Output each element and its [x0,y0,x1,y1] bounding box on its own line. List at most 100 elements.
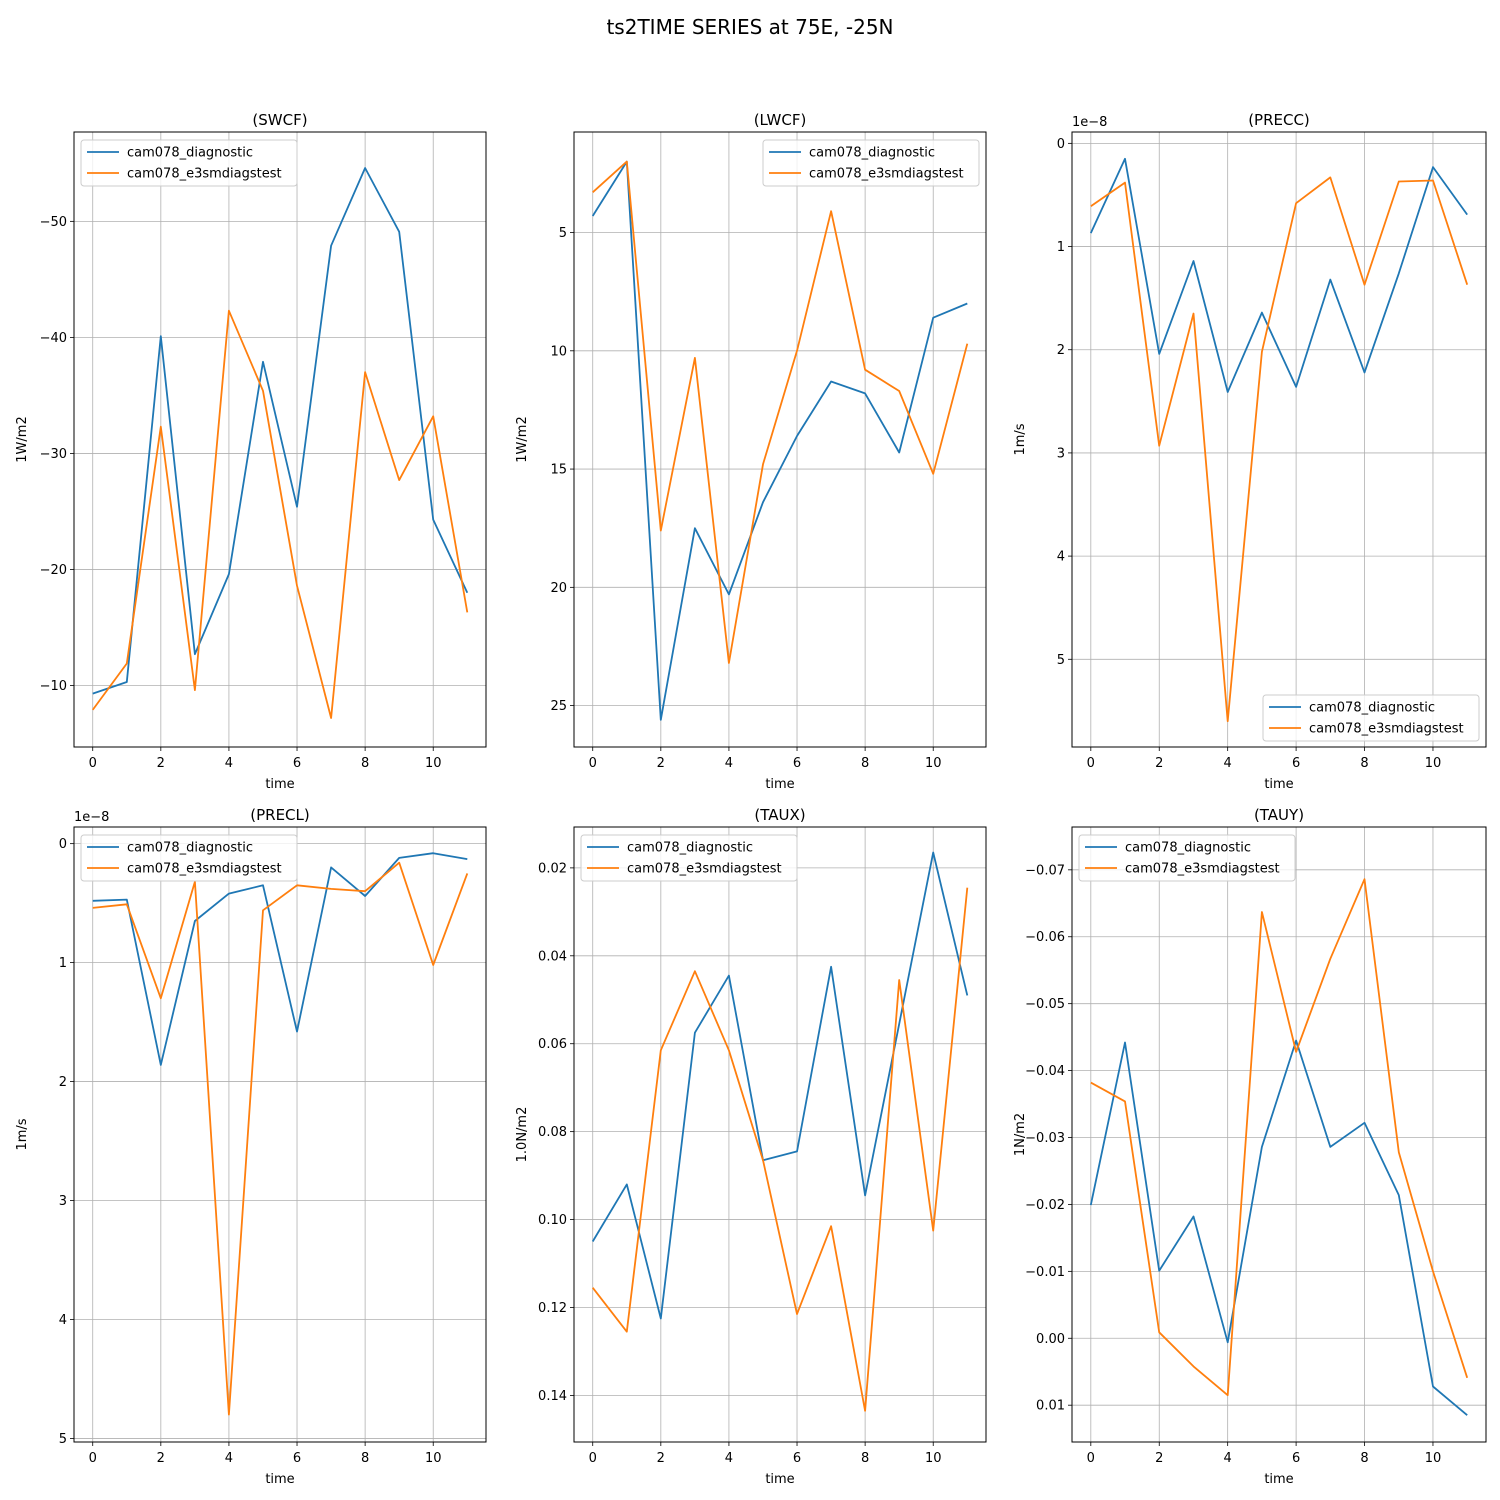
axes-frame [1071,826,1487,1443]
series-line-1 [1090,878,1469,1397]
y-tick-label: 2 [1057,343,1065,358]
legend-label-0: cam078_diagnostic [127,841,253,856]
x-axis-label: time [265,777,294,792]
y-axis-label: 1m/s [15,1118,30,1150]
x-tick-label: 0 [589,756,597,771]
y-tick-label: 0.12 [538,1301,567,1316]
x-axis-label: time [1264,1472,1293,1487]
legend: cam078_diagnostic cam078_e3smdiagstest [762,139,980,187]
figure-title: ts2TIME SERIES at 75E, -25N [606,15,894,39]
series-line-1 [1090,176,1469,723]
legend-box [80,834,298,882]
x-axis-label: time [765,777,794,792]
panel-0: 0 2 4 6 8 10 −50 −40 −30 −20 −10 (SWCF) time 1W/m2 cam… [15,111,487,792]
legend-label-0: cam078_diagnostic [809,146,935,161]
x-axis-label: time [765,1472,794,1487]
x-tick-label: 8 [1360,1451,1368,1466]
y-tick-label: 4 [59,1313,67,1328]
y-tick-label: −10 [40,679,67,694]
x-tick-label: 4 [1224,756,1232,771]
x-tick-label: 10 [1425,756,1442,771]
panel-title: (SWCF) [252,111,307,129]
x-tick-label: 8 [361,1451,369,1466]
y-axis-label: 1m/s [1013,423,1028,455]
x-tick-label: 10 [425,756,442,771]
y-tick-label: 1 [59,956,67,971]
x-tick-label: 10 [425,1451,442,1466]
x-tick-label: 4 [225,1451,233,1466]
series-line-1 [591,887,969,1412]
legend: cam078_diagnostic cam078_e3smdiagstest [1262,694,1480,742]
x-tick-label: 0 [1087,1451,1095,1466]
series-line-0 [1089,1039,1468,1416]
panel-3: 0 2 4 6 8 10 0 1 2 3 4 5 (PRECL) time 1m/s 1e−8 cam078_d… [15,806,487,1487]
x-tick-label: 6 [1292,756,1300,771]
panel-4: 0 2 4 6 8 10 0.02 0.04 0.06 0.08 0.10 0.12 0.14 (TAUX… [515,806,987,1487]
x-tick-label: 6 [793,756,801,771]
y-axis-label: 1W/m2 [15,416,30,462]
legend-label-1: cam078_e3smdiagstest [627,862,782,877]
panel-title: (PRECL) [250,806,309,824]
x-tick-label: 2 [157,756,165,771]
y-tick-label: 10 [550,344,567,359]
x-tick-label: 0 [589,1451,597,1466]
axes-frame [73,826,487,1443]
legend-label-0: cam078_diagnostic [1309,701,1435,716]
series-line-0 [92,852,468,1066]
series-line-1 [92,861,469,1416]
legend-box [762,139,980,187]
y-tick-label: −50 [40,215,67,230]
legend-label-1: cam078_e3smdiagstest [127,862,282,877]
y-tick-label: 1 [1057,240,1065,255]
y-tick-label: 0.02 [538,861,567,876]
y-tick-label: 0 [59,837,67,852]
panel-1: 0 2 4 6 8 10 5 10 15 20 25 (LWCF) time 1W/m2 cam078_di… [515,111,987,792]
panel-title: (LWCF) [754,111,807,129]
x-tick-label: 10 [925,1451,942,1466]
x-tick-label: 8 [1360,756,1368,771]
x-tick-label: 2 [657,756,665,771]
x-tick-label: 4 [725,756,733,771]
y-tick-label: −20 [40,563,67,578]
y-tick-label: −0.05 [1025,997,1065,1012]
axes-frame [73,131,487,748]
legend-label-1: cam078_e3smdiagstest [809,167,964,182]
y-tick-label: −0.06 [1025,930,1065,945]
panel-title: (TAUY) [1254,806,1304,824]
x-tick-label: 8 [861,1451,869,1466]
legend-label-1: cam078_e3smdiagstest [1125,862,1280,877]
y-tick-label: 2 [59,1075,67,1090]
x-tick-label: 2 [1155,1451,1163,1466]
x-tick-label: 10 [925,756,942,771]
y-axis-label: 1W/m2 [515,416,530,462]
y-tick-label: −0.02 [1025,1198,1065,1213]
axes-frame [573,826,987,1443]
x-tick-label: 8 [861,756,869,771]
series-line-0 [591,160,968,721]
x-tick-label: 2 [657,1451,665,1466]
axes-frame [573,131,987,748]
series-line-0 [591,851,969,1320]
y-axis-label: 1.0N/m2 [515,1107,530,1163]
y-tick-label: 25 [550,699,567,714]
y-tick-label: 5 [559,226,567,241]
offset-text: 1e−8 [74,810,109,825]
legend-label-0: cam078_diagnostic [1125,841,1251,856]
y-tick-label: 5 [1057,653,1065,668]
y-tick-label: −0.04 [1025,1064,1065,1079]
x-tick-label: 6 [793,1451,801,1466]
legend: cam078_diagnostic cam078_e3smdiagstest [1078,834,1296,882]
y-tick-label: 0 [1057,137,1065,152]
series-line-0 [92,167,469,695]
y-tick-label: −0.03 [1025,1131,1065,1146]
panel-2: 0 2 4 6 8 10 0 1 2 3 4 5 (PRECC) time 1m/s 1e−8 cam078_d… [1013,111,1487,792]
x-tick-label: 4 [225,756,233,771]
y-tick-label: −40 [40,331,67,346]
y-tick-label: −0.07 [1025,863,1065,878]
y-tick-label: 0.14 [538,1389,567,1404]
x-tick-label: 2 [1155,756,1163,771]
legend-label-0: cam078_diagnostic [627,841,753,856]
y-tick-label: 15 [550,463,567,478]
legend-box [80,139,298,187]
